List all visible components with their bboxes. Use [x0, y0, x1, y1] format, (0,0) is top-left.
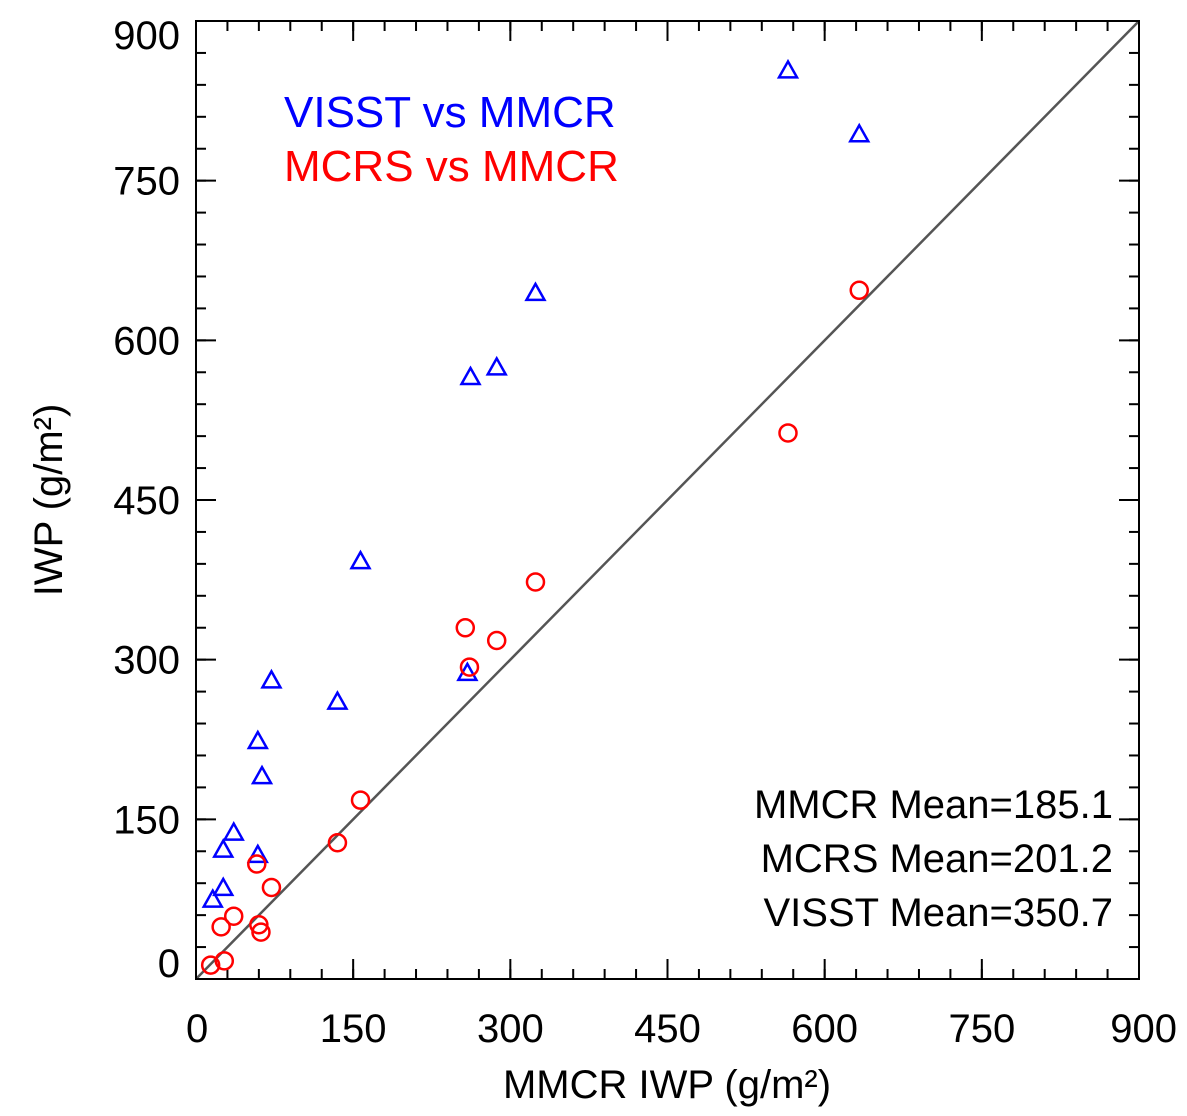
- series-visst: [201, 58, 871, 908]
- y-tick-label: 150: [113, 798, 180, 842]
- circle-point: [249, 914, 269, 935]
- x-tick-label: 150: [320, 1007, 387, 1051]
- y-tick-label: 450: [113, 479, 180, 523]
- y-tick-label: 0: [158, 942, 180, 986]
- circle-point: [261, 877, 282, 898]
- annotation-mmcr-mean: MMCR Mean=185.1: [754, 783, 1113, 827]
- triangle-point: [201, 888, 224, 908]
- x-tick-label: 300: [477, 1007, 544, 1051]
- axis-ticks: [195, 20, 1140, 980]
- x-tick-label: 750: [948, 1007, 1015, 1051]
- x-tick-label: 600: [791, 1007, 858, 1051]
- circle-point: [486, 630, 507, 651]
- circle-point: [247, 854, 267, 874]
- circle-point: [223, 906, 244, 926]
- triangle-point: [246, 843, 269, 864]
- triangle-point: [459, 365, 482, 386]
- triangle-point: [260, 668, 283, 689]
- y-tick-label: 750: [113, 160, 180, 204]
- series-mcrs: [200, 280, 869, 975]
- circle-point: [251, 922, 271, 942]
- y-tick-label: 600: [113, 319, 180, 363]
- circle-point: [200, 955, 221, 975]
- axis-tick-labels: 0 150 300 450 600 750 900 0 150 300 450 600 750 900: [113, 14, 1177, 1051]
- circle-point: [525, 572, 546, 592]
- one-to-one-line: [195, 20, 1140, 980]
- triangle-point: [212, 876, 235, 897]
- x-tick-label: 900: [1110, 1007, 1177, 1051]
- triangle-point: [326, 690, 349, 710]
- triangle-point: [776, 58, 800, 79]
- annotation-visst-mean: VISST Mean=350.7: [764, 891, 1114, 935]
- circle-point: [327, 833, 348, 853]
- triangle-point: [349, 549, 372, 570]
- triangle-point: [250, 764, 274, 785]
- triangle-point: [212, 838, 235, 858]
- legend-entry-visst: VISST vs MMCR: [284, 88, 616, 137]
- y-axis-title: IWP (g/m²): [27, 404, 71, 597]
- circle-point: [214, 951, 235, 971]
- x-tick-label: 450: [634, 1007, 701, 1051]
- triangle-point: [485, 355, 508, 376]
- circle-point: [350, 790, 371, 810]
- y-tick-label: 300: [113, 639, 180, 683]
- annotation-mcrs-mean: MCRS Mean=201.2: [761, 837, 1113, 881]
- data-marks: [200, 58, 871, 975]
- triangle-point: [246, 729, 269, 750]
- circle-point: [849, 280, 869, 301]
- circle-point: [778, 423, 798, 443]
- y-tick-label: 900: [113, 14, 180, 58]
- legend-entry-mcrs: MCRS vs MMCR: [284, 142, 619, 191]
- triangle-point: [222, 821, 245, 841]
- x-tick-label: 0: [186, 1007, 208, 1051]
- x-axis-title: MMCR IWP (g/m²): [503, 1063, 831, 1107]
- triangle-point: [524, 281, 547, 302]
- circle-point: [455, 617, 476, 638]
- triangle-point: [848, 122, 871, 143]
- circle-point: [459, 657, 480, 677]
- circle-point: [211, 917, 231, 937]
